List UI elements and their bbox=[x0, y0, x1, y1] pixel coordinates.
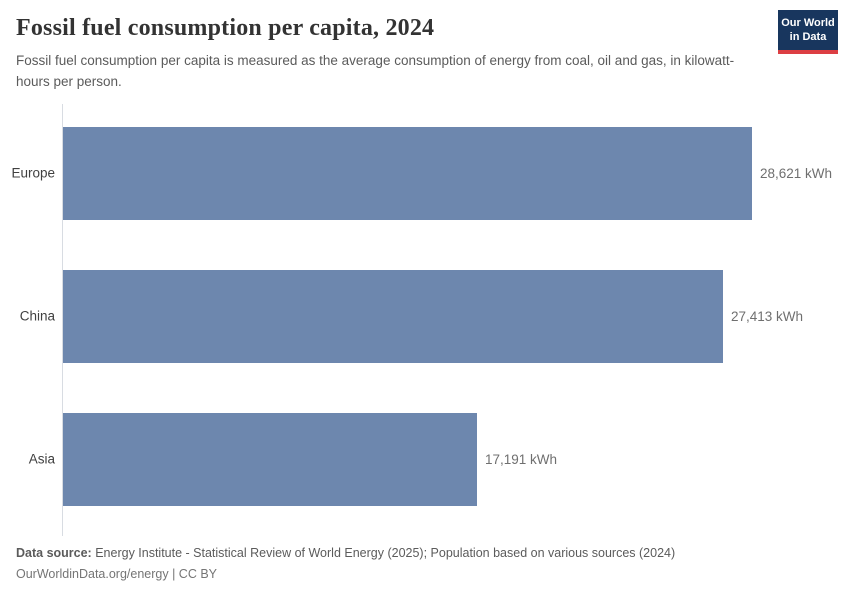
plot-area: Europe 28,621 kWh China 27,413 kWh Asia … bbox=[11, 103, 834, 536]
bar-row-china: China 27,413 kWh bbox=[20, 269, 834, 363]
bar-asia bbox=[63, 412, 477, 506]
entity-label-asia: Asia bbox=[28, 451, 55, 467]
bar-row-europe: Europe 28,621 kWh bbox=[11, 126, 834, 220]
bar-row-asia: Asia 17,191 kWh bbox=[29, 412, 834, 506]
owid-logo-line1: Our World bbox=[781, 17, 835, 29]
chart-footer: Data source: Energy Institute - Statisti… bbox=[0, 536, 850, 586]
data-source-label: Data source: bbox=[16, 545, 92, 560]
chart-header: Fossil fuel consumption per capita, 2024… bbox=[0, 0, 850, 93]
value-label-asia: 17,191 kWh bbox=[485, 451, 558, 467]
data-source-text: Energy Institute - Statistical Review of… bbox=[91, 545, 676, 560]
owid-logo-line2: in Data bbox=[789, 31, 827, 44]
value-label-europe: 28,621 kWh bbox=[760, 165, 833, 181]
entity-label-china: China bbox=[19, 308, 55, 324]
page-title: Fossil fuel consumption per capita, 2024 bbox=[16, 15, 435, 41]
data-source-line: Data source: Energy Institute - Statisti… bbox=[16, 543, 834, 564]
owid-logo: Our World in Data bbox=[778, 10, 838, 54]
entity-label-europe: Europe bbox=[11, 165, 55, 181]
chart-subtitle: Fossil fuel consumption per capita is me… bbox=[16, 52, 735, 89]
bar-china bbox=[63, 269, 723, 363]
bar-europe bbox=[63, 126, 752, 220]
value-label-china: 27,413 kWh bbox=[731, 308, 804, 324]
license-line: OurWorldinData.org/energy | CC BY bbox=[16, 566, 218, 581]
